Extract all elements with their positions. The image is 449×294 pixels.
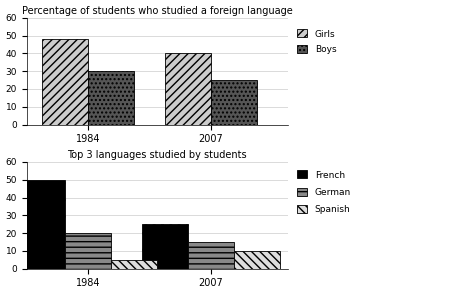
Bar bbox=[211, 80, 257, 124]
Bar bbox=[88, 71, 134, 124]
Title: Top 3 languages studied by students: Top 3 languages studied by students bbox=[67, 150, 247, 160]
Bar bbox=[42, 39, 88, 124]
Bar bbox=[65, 233, 111, 269]
Title: Percentage of students who studied a foreign language: Percentage of students who studied a for… bbox=[22, 6, 293, 16]
Legend: French, German, Spanish: French, German, Spanish bbox=[295, 168, 353, 216]
Bar bbox=[165, 53, 211, 124]
Bar bbox=[19, 180, 65, 269]
Legend: Girls, Boys: Girls, Boys bbox=[295, 28, 338, 56]
Bar bbox=[234, 251, 280, 269]
Bar bbox=[111, 260, 157, 269]
Bar bbox=[142, 224, 188, 269]
Bar bbox=[188, 242, 234, 269]
